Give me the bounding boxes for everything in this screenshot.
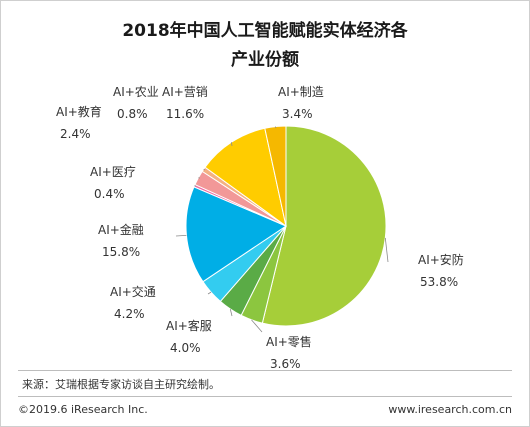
leader-line bbox=[384, 237, 389, 263]
slice-name-label: AI+农业 bbox=[113, 85, 159, 99]
copyright-text: ©2019.6 iResearch Inc. bbox=[18, 403, 148, 416]
slice-value-label: 4.2% bbox=[114, 307, 145, 321]
slice-value-label: 4.0% bbox=[170, 341, 201, 355]
chart-title-line1: 2018年中国人工智能赋能实体经济各 bbox=[122, 21, 408, 41]
slice-name-label: AI+零售 bbox=[266, 334, 312, 349]
slice-value-label: 0.4% bbox=[94, 187, 125, 201]
slice-name-label: AI+教育 bbox=[56, 104, 102, 119]
pie-slices bbox=[185, 125, 387, 327]
leader-line bbox=[207, 291, 212, 295]
footer-divider-top bbox=[18, 370, 512, 371]
leader-line bbox=[251, 319, 263, 333]
leader-line bbox=[203, 168, 206, 171]
slice-name-label: AI+医疗 bbox=[90, 165, 136, 179]
slice-value-label: 3.6% bbox=[270, 357, 301, 371]
pie-slice bbox=[185, 186, 288, 283]
chart-title-line2: 产业份额 bbox=[231, 50, 299, 70]
slice-name-label: AI+营销 bbox=[162, 85, 208, 99]
leader-lines bbox=[175, 126, 389, 333]
pie-slice bbox=[261, 125, 387, 327]
footer-divider-bottom bbox=[18, 396, 512, 397]
slice-labels: AI+安防 53.8% AI+零售 3.6% AI+客服 4.0% AI+交通 4.2% AI+… bbox=[56, 85, 464, 371]
source-note: 来源：艾瑞根据专家访谈自主研究绘制。 bbox=[22, 378, 220, 391]
slice-name-label: AI+金融 bbox=[98, 222, 144, 237]
slice-value-label: 15.8% bbox=[102, 245, 140, 259]
slice-name-label: AI+客服 bbox=[166, 318, 212, 333]
slice-value-label: 11.6% bbox=[166, 107, 204, 121]
slice-name-label: AI+制造 bbox=[278, 85, 324, 99]
slice-value-label: 53.8% bbox=[420, 275, 458, 289]
slice-value-label: 0.8% bbox=[117, 107, 148, 121]
leader-line bbox=[231, 142, 233, 147]
leader-line bbox=[229, 309, 233, 317]
pie-slice bbox=[264, 125, 287, 227]
slice-value-label: 3.4% bbox=[282, 107, 313, 121]
slice-value-label: 2.4% bbox=[60, 127, 91, 141]
leader-line bbox=[274, 126, 277, 129]
slice-name-label: AI+交通 bbox=[110, 284, 156, 299]
leader-line bbox=[175, 235, 187, 237]
slice-name-label: AI+安防 bbox=[418, 252, 464, 267]
website-text: www.iresearch.com.cn bbox=[388, 403, 512, 416]
